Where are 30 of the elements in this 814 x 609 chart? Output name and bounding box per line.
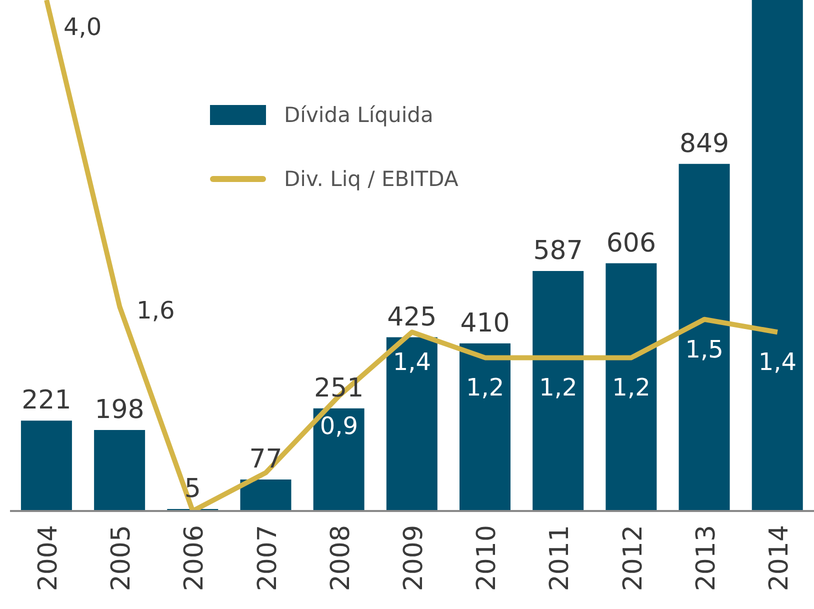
data-label: 221: [22, 386, 72, 416]
data-label: 5: [184, 474, 201, 504]
x-tick-label: 2011: [545, 525, 576, 592]
data-label: 1,6: [136, 296, 175, 325]
data-label: 0,9: [320, 412, 358, 440]
data-label: 4,0: [63, 13, 102, 41]
x-tick-label: 2014: [764, 525, 794, 592]
data-label: 587: [533, 236, 583, 266]
x-tick-label: 2006: [180, 525, 210, 592]
data-label: 1,2: [466, 374, 504, 402]
x-tick-label: 2010: [472, 525, 502, 592]
legend-label: Dívida Líquida: [284, 103, 434, 127]
data-label: 1,5: [685, 335, 724, 364]
x-tick-label: 2008: [326, 525, 356, 592]
data-label: 425: [387, 302, 437, 332]
legend-label: Div. Liq / EBITDA: [284, 167, 458, 191]
data-label: 849: [679, 128, 730, 159]
data-label: 1,4: [758, 348, 797, 376]
x-tick-label: 2004: [34, 525, 64, 592]
data-label: 1,2: [612, 374, 650, 402]
x-tick-label: 2009: [399, 525, 429, 592]
data-label: 1,4: [392, 348, 432, 376]
x-tick-label: 2013: [691, 525, 722, 592]
x-tick-label: 2012: [618, 525, 648, 592]
data-label: 1,2: [539, 374, 578, 402]
data-label: 606: [606, 228, 656, 258]
x-tick-label: 2005: [106, 525, 137, 592]
data-label: 198: [94, 395, 144, 426]
data-label: 410: [460, 308, 510, 338]
x-tick-label: 2007: [252, 525, 283, 592]
